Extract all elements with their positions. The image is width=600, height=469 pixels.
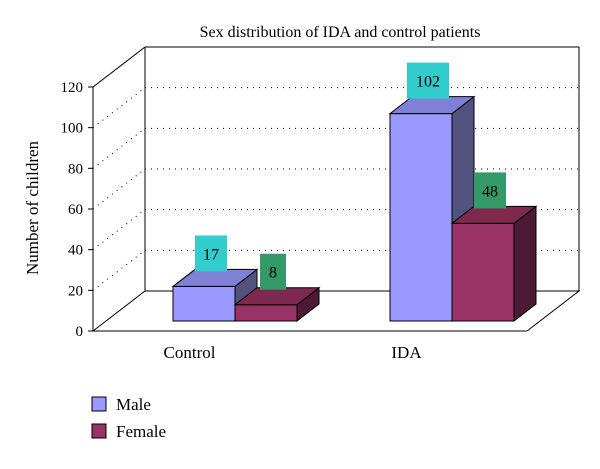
- bar-front-face: [234, 304, 298, 322]
- gridline-side: [92, 46, 146, 88]
- category-label: IDA: [391, 343, 422, 362]
- y-tick-label: 40: [68, 243, 83, 259]
- bar-top-face: [171, 268, 259, 287]
- data-label-bg: [195, 235, 227, 272]
- gridline-side: [92, 127, 146, 169]
- y-tick-label: 80: [68, 161, 83, 177]
- data-label: 102: [416, 74, 440, 91]
- category-labels: Control IDA: [164, 343, 423, 362]
- gridline-side: [92, 249, 146, 291]
- y-tick-label: 60: [68, 202, 83, 218]
- data-label: 8: [269, 265, 277, 282]
- y-axis-ticks: 0 20 40 60 80 100 120: [61, 80, 93, 340]
- gridline-side: [92, 168, 146, 210]
- bar-top-face: [233, 287, 321, 306]
- bar-side-face: [513, 205, 537, 323]
- bar-top-face: [388, 96, 476, 115]
- data-label: 17: [203, 246, 219, 263]
- data-label: 48: [482, 183, 498, 200]
- data-label-bg: [260, 253, 286, 290]
- legend: Male Female: [91, 395, 166, 441]
- bar-female-ida: 48: [450, 172, 538, 323]
- chart-title: Sex distribution of IDA and control pati…: [200, 24, 481, 41]
- y-tick-label: 20: [68, 283, 83, 299]
- legend-label-female: Female: [116, 422, 166, 441]
- y-tick-label: 100: [61, 121, 84, 137]
- legend-label-male: Male: [116, 395, 151, 414]
- y-tick-label: 0: [76, 324, 84, 340]
- bar-top-face: [450, 205, 538, 224]
- side-wall-top-edge: [92, 46, 146, 88]
- gridline-side: [92, 87, 146, 129]
- data-label-bg: [474, 172, 506, 209]
- bars: 17 8 102 48: [171, 62, 538, 323]
- legend-swatch-female: [91, 423, 107, 439]
- bar-female-control: 8: [233, 253, 321, 323]
- y-axis-label: Number of children: [23, 140, 42, 275]
- bar-front-face: [389, 113, 453, 322]
- legend-swatch-male: [91, 396, 107, 412]
- data-label-bg: [407, 62, 449, 99]
- bar-front-face: [451, 222, 515, 322]
- y-tick-label: 120: [61, 80, 84, 96]
- gridline-side: [92, 209, 146, 251]
- category-label: Control: [164, 343, 216, 362]
- bar-front-face: [172, 285, 236, 322]
